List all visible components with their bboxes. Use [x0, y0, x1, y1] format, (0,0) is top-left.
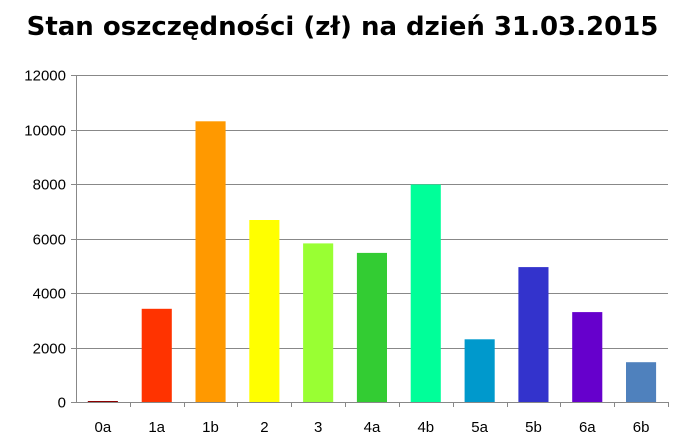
bar-1b [195, 121, 226, 403]
y-tick-label-10000: 10000 [24, 123, 66, 140]
x-tick-label-5b: 5b [525, 419, 542, 436]
bar-0a [87, 401, 118, 402]
x-tick-label-4b: 4b [417, 419, 434, 436]
bar-4b [410, 184, 441, 402]
y-tick-label-12000: 12000 [24, 68, 66, 85]
y-tick-label-6000: 6000 [33, 232, 66, 249]
x-tick-label-5a: 5a [471, 419, 488, 436]
bars [87, 121, 657, 403]
bar-3 [303, 243, 334, 402]
x-tick-label-6b: 6b [633, 419, 650, 436]
y-tick-label-2000: 2000 [33, 341, 66, 358]
bar-4a [356, 252, 387, 402]
x-tick-label-2: 2 [260, 419, 268, 436]
x-tick-label-4a: 4a [364, 419, 381, 436]
bar-5a [464, 339, 495, 402]
chart-title: Stan oszczędności (zł) na dzień 31.03.20… [26, 12, 659, 42]
bar-6a [572, 312, 603, 402]
x-tick-label-1a: 1a [148, 419, 165, 436]
bar-1a [141, 308, 172, 402]
x-tick-label-6a: 6a [579, 419, 596, 436]
x-tick-label-3: 3 [314, 419, 322, 436]
x-tick-label-0a: 0a [95, 419, 112, 436]
bar-2 [249, 220, 280, 402]
bar-6b [626, 362, 657, 402]
axes [71, 75, 669, 407]
x-tick-label-1b: 1b [202, 419, 219, 436]
x-tick-labels: 0a 1a 1b 2 3 4a 4b 5a 5b 6a 6b [95, 419, 650, 436]
y-tick-label-8000: 8000 [33, 177, 66, 194]
y-tick-label-0: 0 [58, 395, 66, 412]
bar-5b [518, 267, 549, 402]
y-tick-label-4000: 4000 [33, 286, 66, 303]
y-tick-labels: 0 2000 4000 6000 8000 10000 12000 [24, 68, 66, 412]
